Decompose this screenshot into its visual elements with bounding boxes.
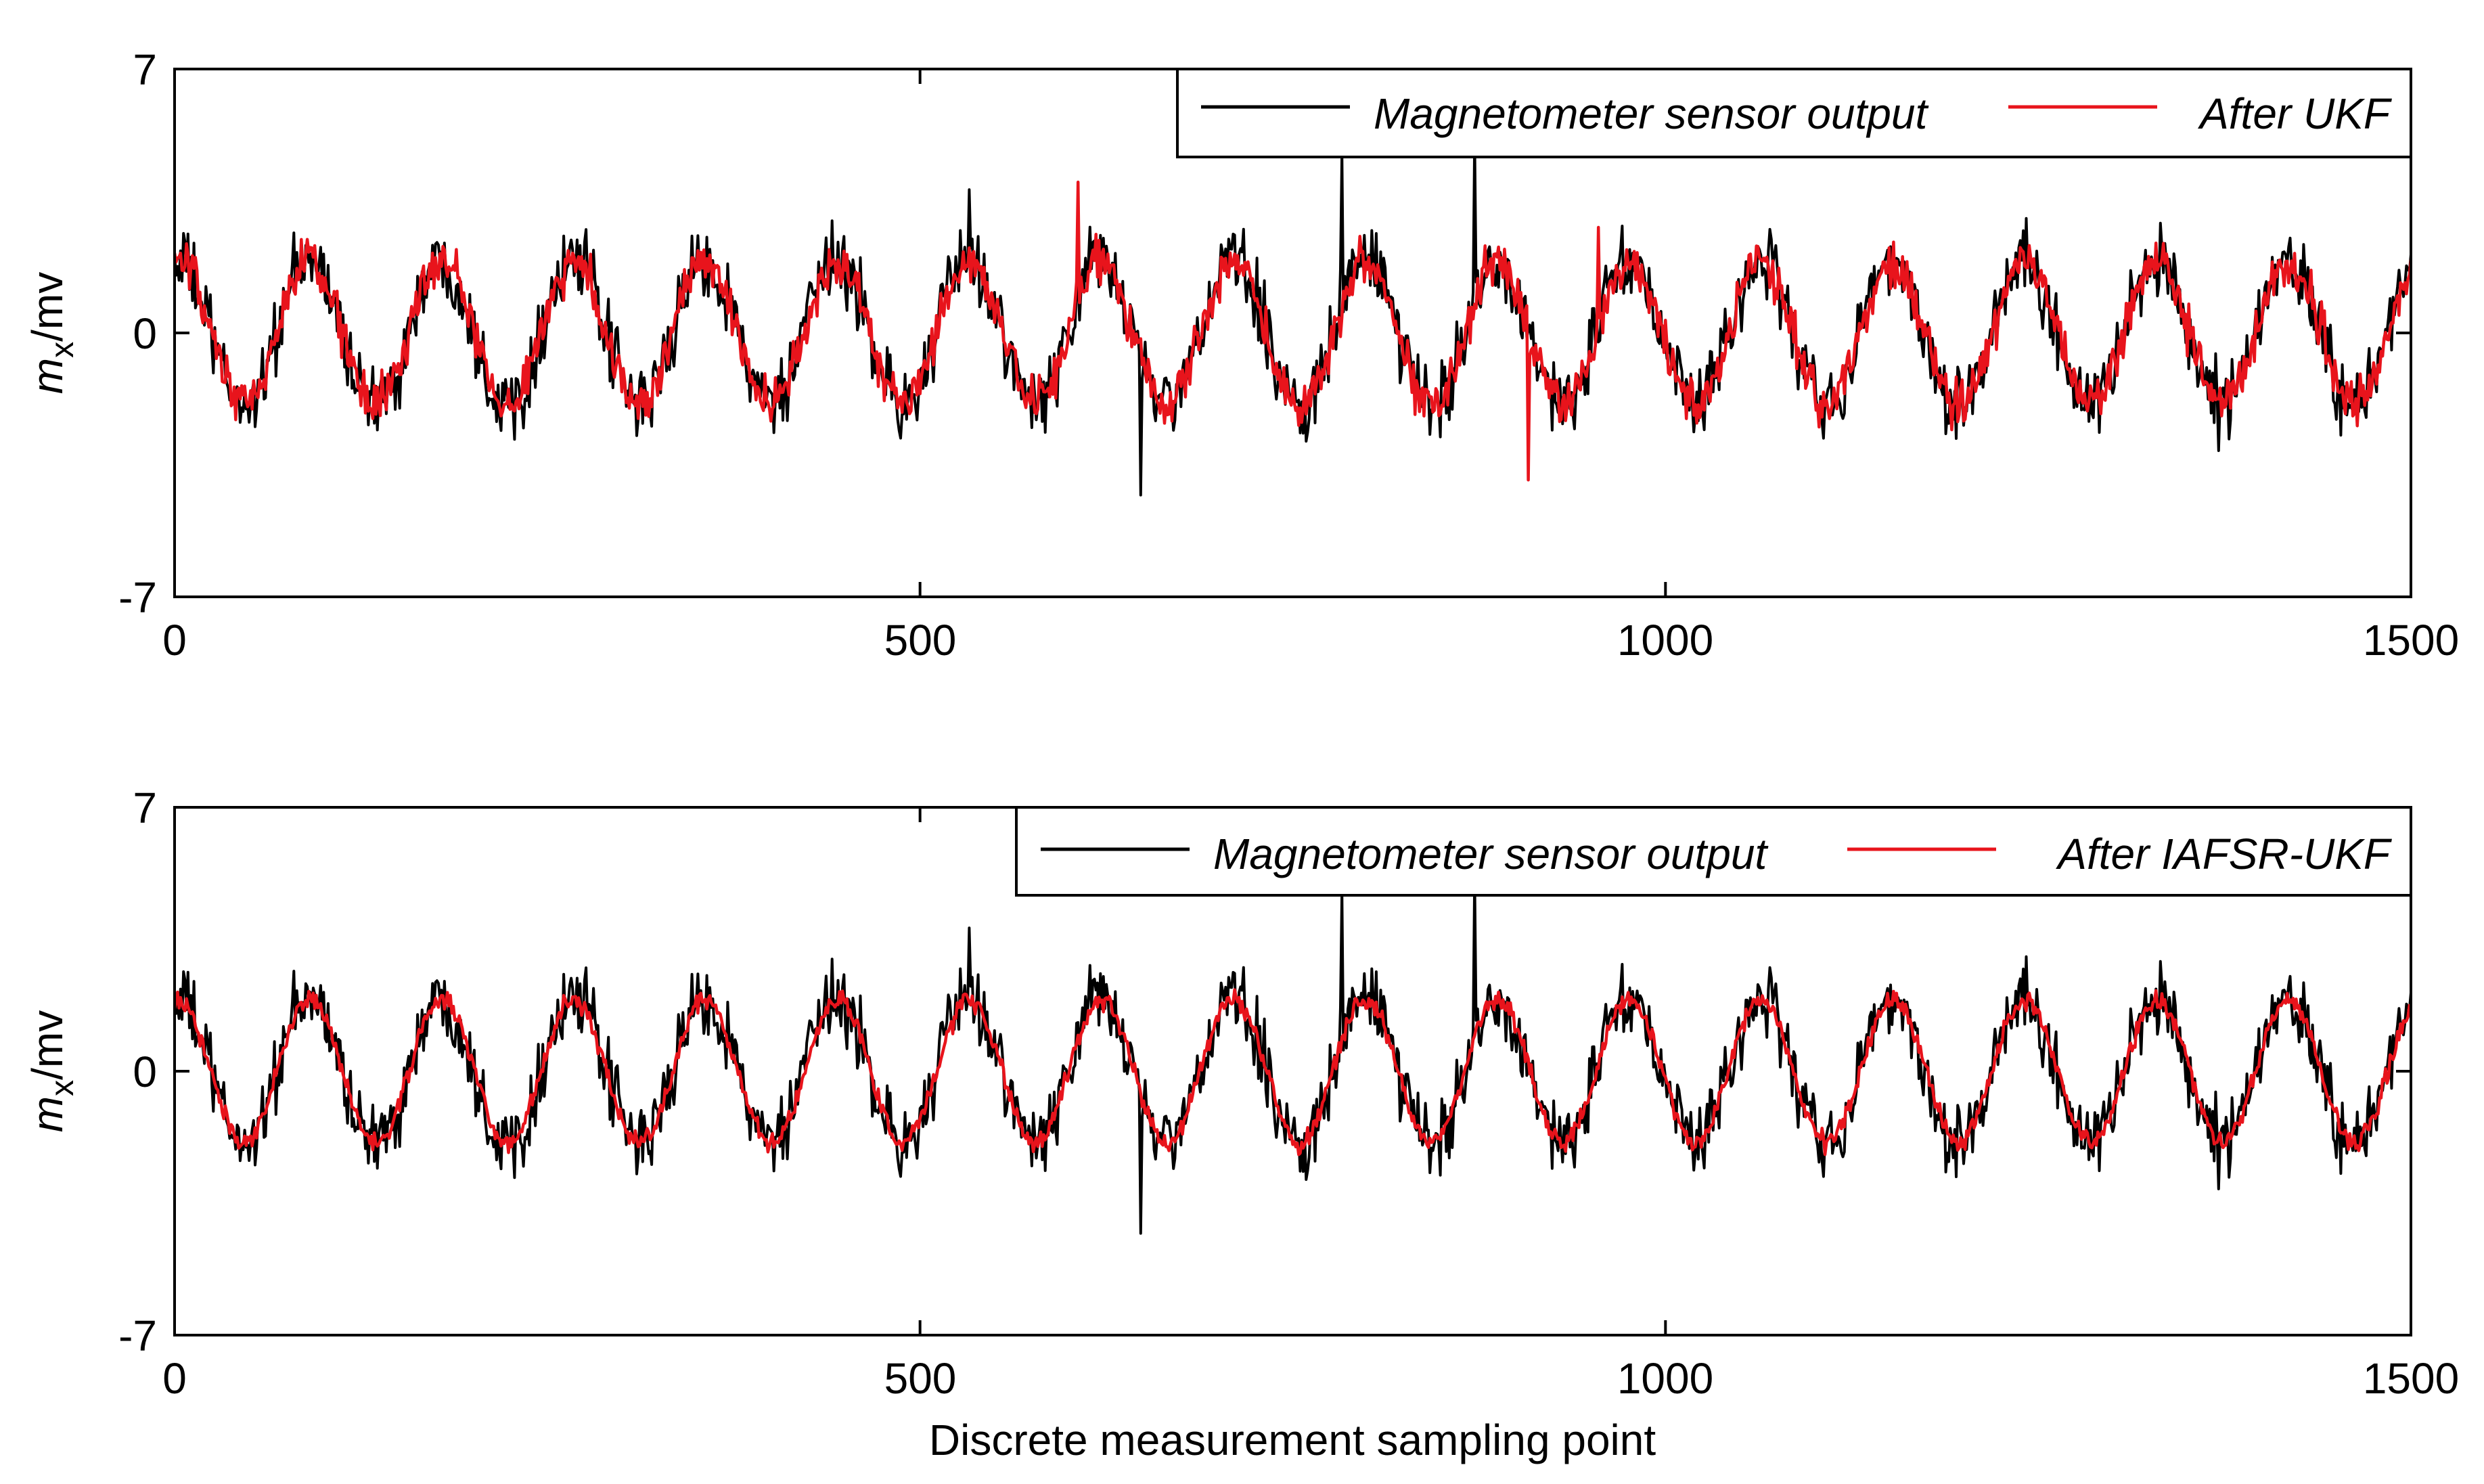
bottom-xtick-label-500: 500 — [884, 1354, 957, 1403]
top-legend: Magnetometer sensor output After UKF — [1176, 68, 2412, 158]
bottom-xtick-label-1000: 1000 — [1617, 1354, 1713, 1403]
bottom-ytick-label-0: 0 — [133, 1048, 157, 1096]
x-axis-label: Discrete measurement sampling point — [929, 1416, 1656, 1464]
bottom-series-line-filtered — [175, 988, 2411, 1156]
top-xtick-label-1500: 1500 — [2363, 616, 2459, 665]
top-legend-label-ukf: After UKF — [2197, 89, 2393, 138]
bottom-chart: 7 0 -7 0 500 1000 1500 mx/mv Discrete me… — [23, 784, 2459, 1464]
bottom-ytick-label-neg7: -7 — [118, 1311, 157, 1360]
top-ytick-label-neg7: -7 — [118, 573, 157, 622]
top-legend-label-sensor: Magnetometer sensor output — [1374, 89, 1928, 138]
top-chart: 7 0 -7 0 500 1000 1500 mx/mv Magnetomete… — [23, 45, 2459, 665]
top-ytick-label-0: 0 — [133, 309, 157, 358]
bottom-y-axis-label: mx/mv — [23, 1010, 81, 1132]
bottom-legend-label-iafsr: After IAFSR-UKF — [2055, 830, 2393, 878]
top-series-line-filtered — [175, 180, 2411, 482]
top-xtick-label-500: 500 — [884, 616, 957, 665]
top-ytick-label-7: 7 — [133, 45, 157, 94]
top-xtick-label-0: 0 — [162, 616, 187, 665]
bottom-legend-label-sensor: Magnetometer sensor output — [1213, 830, 1768, 878]
top-legend-box — [1176, 68, 2412, 158]
bottom-xtick-label-1500: 1500 — [2363, 1354, 2459, 1403]
bottom-ytick-label-7: 7 — [133, 784, 157, 832]
bottom-plot-area — [175, 874, 2411, 1235]
top-plot-area — [175, 135, 2411, 497]
bottom-legend: Magnetometer sensor output After IAFSR-U… — [1015, 806, 2412, 897]
bottom-xtick-label-0: 0 — [162, 1354, 187, 1403]
top-y-axis-label: mx/mv — [23, 272, 81, 394]
bottom-legend-box — [1015, 806, 2412, 897]
top-xtick-label-1000: 1000 — [1617, 616, 1713, 665]
